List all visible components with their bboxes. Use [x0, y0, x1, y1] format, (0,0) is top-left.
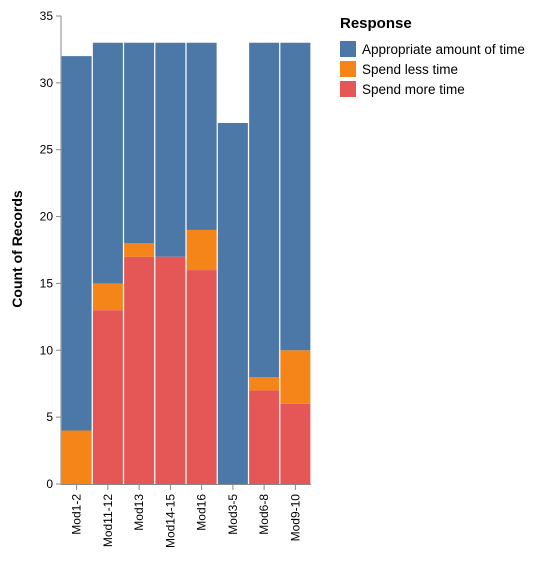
bar-segment	[186, 229, 217, 271]
y-axis-title: Count of Records	[9, 190, 25, 308]
bar-segment	[61, 430, 92, 484]
bar-segment	[124, 42, 155, 244]
bar-segment	[280, 350, 311, 404]
y-tick-label: 30	[40, 76, 54, 90]
bar-segment	[280, 42, 311, 351]
bar-segment	[155, 256, 186, 484]
y-tick-label: 25	[40, 143, 54, 157]
y-tick-label: 5	[46, 410, 53, 424]
legend-swatch	[340, 81, 356, 97]
bar-segment	[186, 42, 217, 230]
bar-segment	[92, 283, 123, 311]
bar-segment	[124, 256, 155, 484]
legend-label: Spend less time	[362, 62, 458, 77]
x-tick-label: Mod9-10	[288, 494, 302, 542]
legend-title: Response	[340, 15, 412, 32]
legend-swatch	[340, 61, 356, 77]
legend: Response Appropriate amount of time Spend…	[340, 15, 525, 97]
bar-segment	[92, 42, 123, 284]
bar-segment	[217, 122, 248, 484]
x-tick-label: Mod14-15	[163, 494, 177, 548]
bars-group	[61, 42, 311, 484]
x-tick-label: Mod6-8	[257, 494, 271, 535]
x-tick-label: Mod1-2	[70, 494, 84, 535]
x-tick-label: Mod11-12	[101, 494, 115, 547]
bar-segment	[249, 390, 280, 484]
bar-segment	[249, 377, 280, 391]
y-tick-label: 20	[40, 210, 54, 224]
y-tick-label: 0	[46, 477, 53, 491]
y-tick-label: 10	[40, 343, 54, 357]
bar-segment	[92, 310, 123, 484]
x-tick-label: Mod16	[195, 494, 209, 531]
y-tick-label: 35	[40, 9, 54, 23]
legend-label: Spend more time	[362, 82, 465, 97]
bar-segment	[124, 243, 155, 257]
legend-swatch	[340, 41, 356, 57]
x-tick-label: Mod3-5	[226, 494, 240, 535]
bar-segment	[186, 270, 217, 484]
legend-label: Appropriate amount of time	[362, 42, 525, 57]
bar-segment	[61, 56, 92, 431]
x-tick-label: Mod13	[132, 494, 146, 531]
y-tick-label: 15	[40, 276, 54, 290]
bar-segment	[280, 403, 311, 484]
bar-segment	[155, 42, 186, 257]
axes-group: 0 5 10 15 20 25 30 35 Mod1-2 Mod11-12 Mod13 Mod14-1…	[40, 9, 311, 548]
bar-segment	[249, 42, 280, 378]
